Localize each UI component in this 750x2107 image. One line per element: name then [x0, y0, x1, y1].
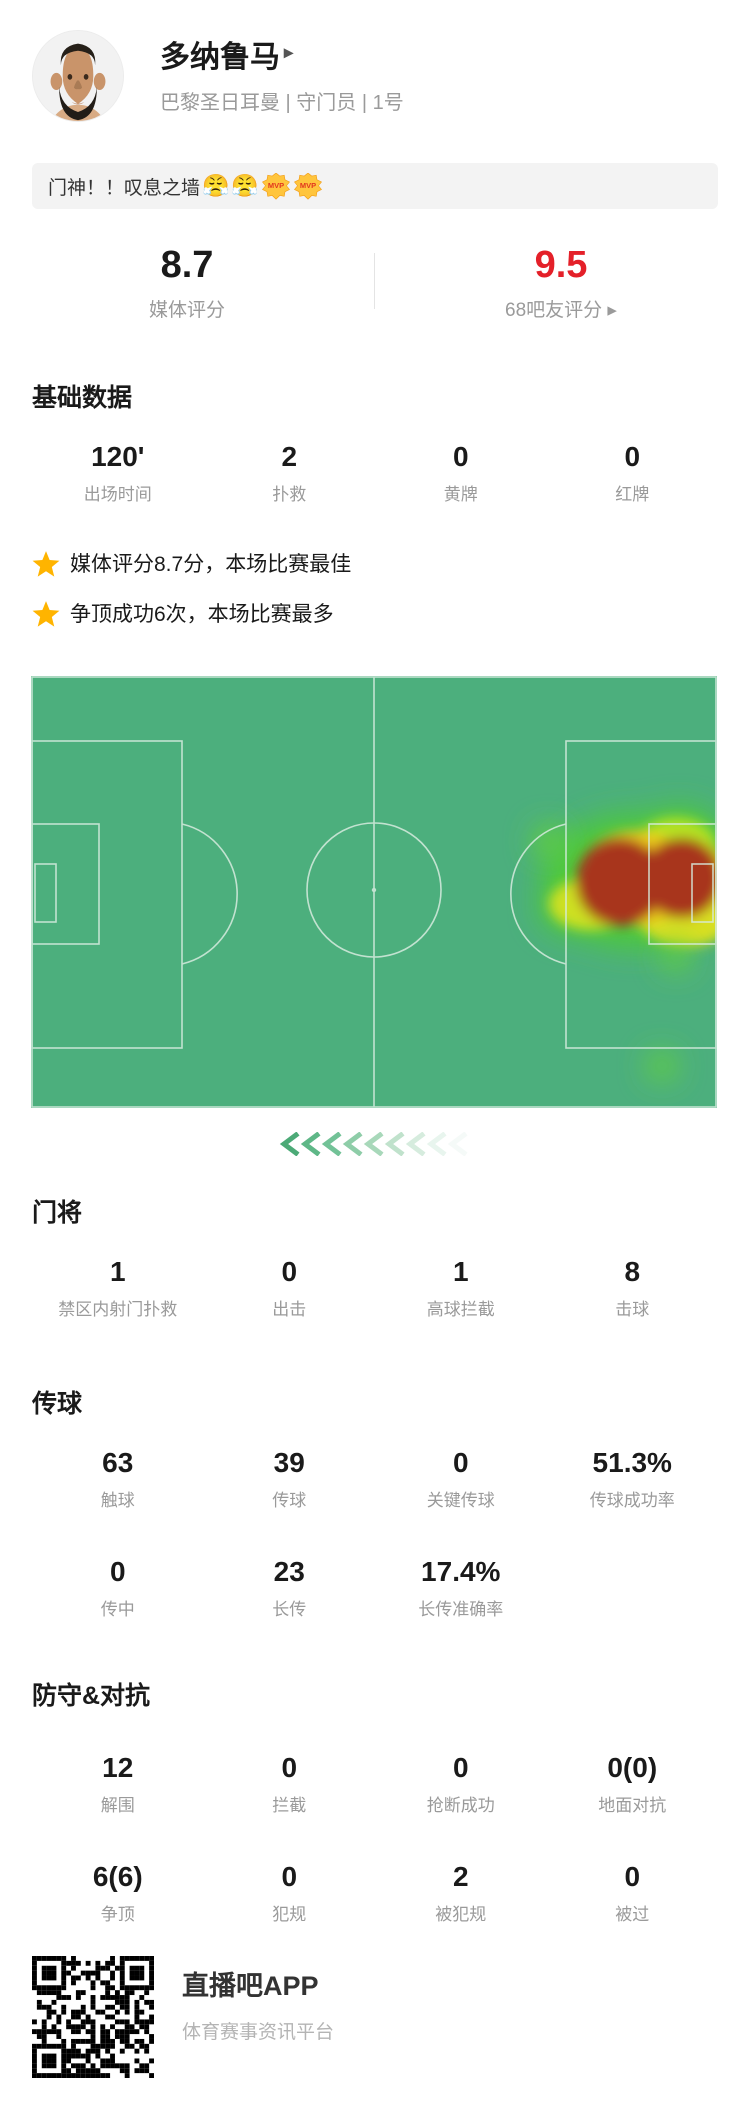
svg-text:MVP: MVP — [268, 181, 284, 190]
svg-text:MVP: MVP — [300, 181, 316, 190]
